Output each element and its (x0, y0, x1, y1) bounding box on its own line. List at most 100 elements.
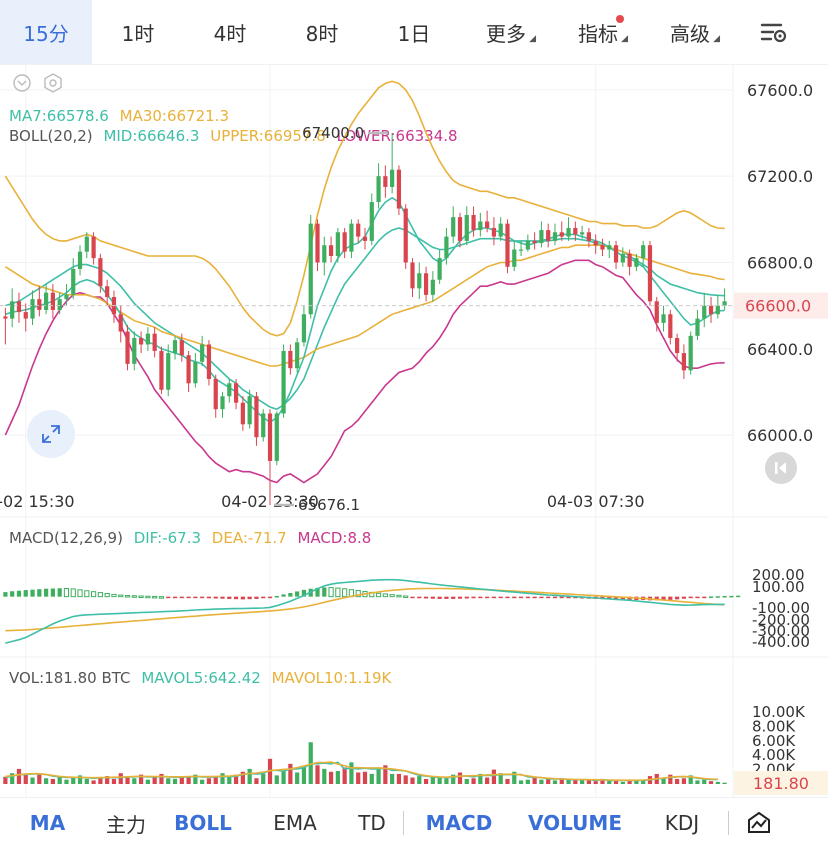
candle-body (84, 236, 89, 252)
gear-center (49, 79, 57, 87)
candle-body (485, 221, 490, 228)
indicator-settings-button[interactable] (44, 73, 62, 93)
volume-bar (491, 769, 497, 784)
candle-body (254, 396, 259, 438)
indicator-ma[interactable]: MA (0, 798, 95, 848)
indicator-macd[interactable]: MACD (404, 798, 514, 848)
volume-bar (328, 771, 334, 784)
candle-body (138, 337, 144, 345)
macd-histogram-bar (172, 596, 178, 599)
volume-bar (30, 777, 35, 784)
candle-body (647, 245, 653, 302)
axis-labels: 67600.0 67200.0 66800.0 66400.0 66000.0 04-02… (0, 81, 813, 779)
macd-tick-label: -400.00 (752, 633, 810, 651)
candle-body (668, 314, 673, 338)
time-tick-label: 04-03 07:30 (547, 492, 645, 511)
tab-label: 高级 (670, 21, 710, 46)
candle-body (620, 253, 625, 263)
candle-body (491, 227, 497, 237)
volume-tick-label: 6.00K (752, 732, 796, 750)
volume-bar (708, 781, 714, 784)
low-marker-label: 65676.1 (298, 496, 360, 514)
volume-bar (410, 777, 415, 784)
volume-tick-label: 4.00K (752, 746, 796, 764)
dif-value: DIF:-67.3 (134, 529, 201, 547)
macd-histogram-bar (301, 589, 307, 597)
volume-bar (50, 778, 55, 784)
tab-advanced[interactable]: 高级 ◢ (644, 0, 736, 64)
mavol10-value: MAVOL10:1.19K (272, 669, 393, 687)
volume-bar (430, 776, 435, 784)
price-tick-label: 67200.0 (747, 167, 813, 186)
toolbar-divider (728, 811, 729, 835)
indicator-td[interactable]: TD (341, 798, 403, 848)
volume-bar (71, 777, 76, 784)
price-tick-label: 66400.0 (747, 340, 813, 359)
volume-bar (213, 776, 218, 784)
return-latest-button[interactable] (765, 452, 797, 484)
macd-histogram-bar (50, 588, 55, 597)
dropdown-triangle-icon: ◢ (713, 34, 720, 44)
indicator-volume[interactable]: VOLUME (514, 798, 636, 848)
volume-bar (593, 781, 598, 784)
tab-1d[interactable]: 1日 (368, 0, 460, 64)
candle-body (356, 223, 361, 237)
volume-plot (3, 742, 727, 784)
candle-body (675, 337, 680, 354)
chevron-down-circle-icon (13, 74, 31, 92)
candle-body (390, 169, 395, 187)
macd-histogram-bar (355, 590, 361, 598)
macd-histogram-bar (681, 596, 687, 599)
dea-line (5, 587, 725, 632)
candle-body (335, 232, 340, 257)
candle-body (600, 245, 605, 250)
chart-canvas[interactable]: MA7:66578.6 MA30:66721.3 BOLL(20,2) MID:… (0, 64, 828, 797)
candle-body (566, 227, 571, 237)
volume-bar (607, 780, 612, 784)
volume-bar (125, 777, 130, 784)
candle-body (559, 232, 564, 237)
indicator-kdj[interactable]: KDJ (636, 798, 728, 848)
tab-indicators[interactable]: 指标 ◢ (552, 0, 644, 64)
drawing-tools-button[interactable] (729, 798, 789, 848)
macd-histogram-bar (186, 596, 191, 599)
macd-histogram-bar (261, 596, 266, 599)
chevron-down-icon (17, 80, 27, 86)
candle-body (369, 202, 374, 241)
collapse-legend-button[interactable] (13, 74, 31, 92)
expand-chart-button[interactable] (27, 410, 75, 458)
indicator-main-force[interactable]: 主力 (95, 798, 157, 848)
indicator-label: VOLUME (528, 811, 622, 835)
boll-upper-line (4, 80, 725, 337)
volume-bar (620, 781, 625, 784)
main-legend-boll: BOLL(20,2) MID:66646.3 UPPER:66957.8 LOW… (9, 127, 458, 145)
volume-bar (586, 779, 592, 784)
candle-body (233, 383, 239, 403)
tab-more[interactable]: 更多 ◢ (460, 0, 552, 64)
volume-bar (220, 773, 225, 784)
macd-plot (3, 578, 741, 644)
tab-15m[interactable]: 15分 (0, 0, 92, 64)
tab-1h[interactable]: 1时 (92, 0, 184, 64)
volume-bar (37, 774, 42, 784)
macd-histogram-bar (464, 596, 469, 599)
candle-body (91, 236, 96, 259)
chart-settings-button[interactable] (736, 0, 812, 64)
volume-bar (552, 780, 558, 784)
candle-body (145, 333, 150, 345)
candle-body (213, 378, 218, 410)
macd-histogram-bar (158, 596, 165, 599)
dropdown-triangle-icon: ◢ (529, 34, 536, 44)
candle-body (593, 240, 598, 246)
volume-bar (702, 779, 707, 784)
volume-legend: VOL:181.80 BTC MAVOL5:642.42 MAVOL10:1.1… (9, 669, 393, 687)
vol-value: VOL:181.80 BTC (9, 669, 131, 687)
macd-histogram-bar (389, 594, 395, 598)
indicator-boll[interactable]: BOLL (157, 798, 249, 848)
tab-label: 更多 (486, 21, 526, 46)
volume-bar (668, 774, 673, 784)
tab-8h[interactable]: 8时 (276, 0, 368, 64)
indicator-ema[interactable]: EMA (249, 798, 341, 848)
tab-4h[interactable]: 4时 (184, 0, 276, 64)
tab-label: 1日 (397, 21, 431, 46)
